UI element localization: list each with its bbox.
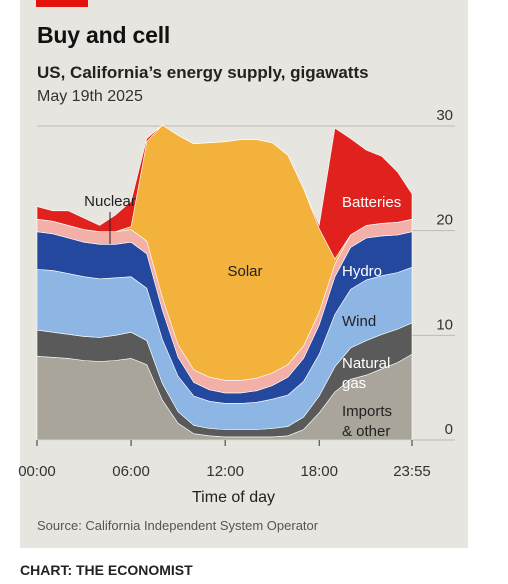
series-label: Nuclear [84, 193, 136, 210]
x-tick-label: 18:00 [300, 463, 338, 480]
x-tick-label: 12:00 [206, 463, 244, 480]
brand-red-bar [36, 0, 88, 7]
y-axis-ticks: 0 10 20 30 [436, 107, 453, 438]
x-tick-label: 23:55 [393, 463, 431, 480]
y-tick-label: 30 [436, 107, 453, 124]
y-tick-label: 10 [436, 316, 453, 333]
x-axis-ticks: 00:00 06:00 12:00 18:00 23:55 [18, 440, 431, 480]
series-label: Imports [342, 403, 392, 420]
y-tick-label: 0 [445, 421, 453, 438]
area-batteries [36, 124, 413, 260]
x-tick-label: 00:00 [18, 463, 56, 480]
series-label: Batteries [342, 194, 401, 211]
source-note: Source: California Independent System Op… [37, 518, 319, 533]
chart-title: Buy and cell [37, 22, 171, 48]
area-series [36, 124, 413, 441]
series-label: Wind [342, 313, 376, 330]
chart-date: May 19th 2025 [37, 88, 143, 105]
series-labels: Nuclear Solar Batteries Hydro Wind Natural gas… [84, 193, 401, 440]
series-label: & other [342, 423, 390, 440]
chart-credit: CHART: THE ECONOMIST [20, 562, 193, 578]
series-label: Solar [227, 263, 262, 280]
series-label: gas [342, 375, 366, 392]
chart-subtitle: US, California’s energy supply, gigawatt… [37, 63, 369, 82]
x-axis-label: Time of day [192, 489, 275, 506]
y-tick-label: 20 [436, 212, 453, 229]
x-tick-label: 06:00 [112, 463, 150, 480]
series-label: Natural [342, 355, 390, 372]
series-label: Hydro [342, 263, 382, 280]
